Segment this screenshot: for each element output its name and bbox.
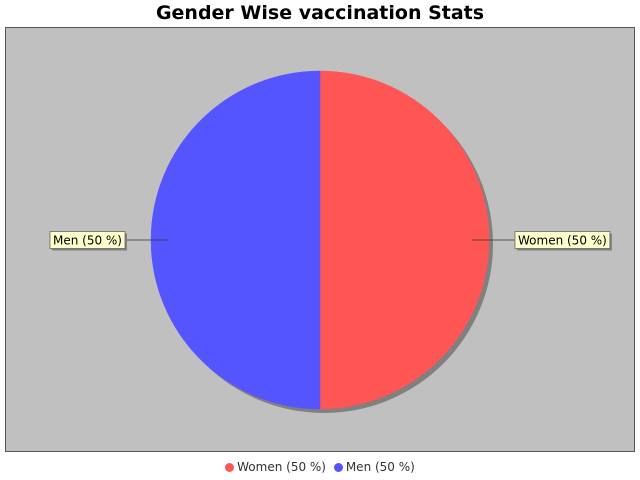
pie-slice-men xyxy=(150,70,321,410)
pie-slice-women xyxy=(319,70,490,410)
slice-label-box-men xyxy=(49,231,126,249)
legend-swatch-women xyxy=(225,462,235,472)
slice-labels: Women (50 %) Men (50 %) xyxy=(49,231,612,251)
pie-slices xyxy=(150,70,490,410)
slice-label-women: Women (50 %) xyxy=(518,234,607,248)
legend-item-women: Women (50 %) xyxy=(225,460,326,474)
legend: Women (50 %) Men (50 %) xyxy=(0,460,640,475)
legend-swatch-men xyxy=(333,462,343,472)
slice-label-box-women xyxy=(514,231,611,249)
legend-item-men: Men (50 %) xyxy=(333,460,415,474)
legend-label-women: Women (50 %) xyxy=(237,460,326,474)
legend-label-men: Men (50 %) xyxy=(345,460,415,474)
slice-label-men: Men (50 %) xyxy=(53,234,122,248)
chart-title: Gender Wise vaccination Stats xyxy=(155,2,485,24)
